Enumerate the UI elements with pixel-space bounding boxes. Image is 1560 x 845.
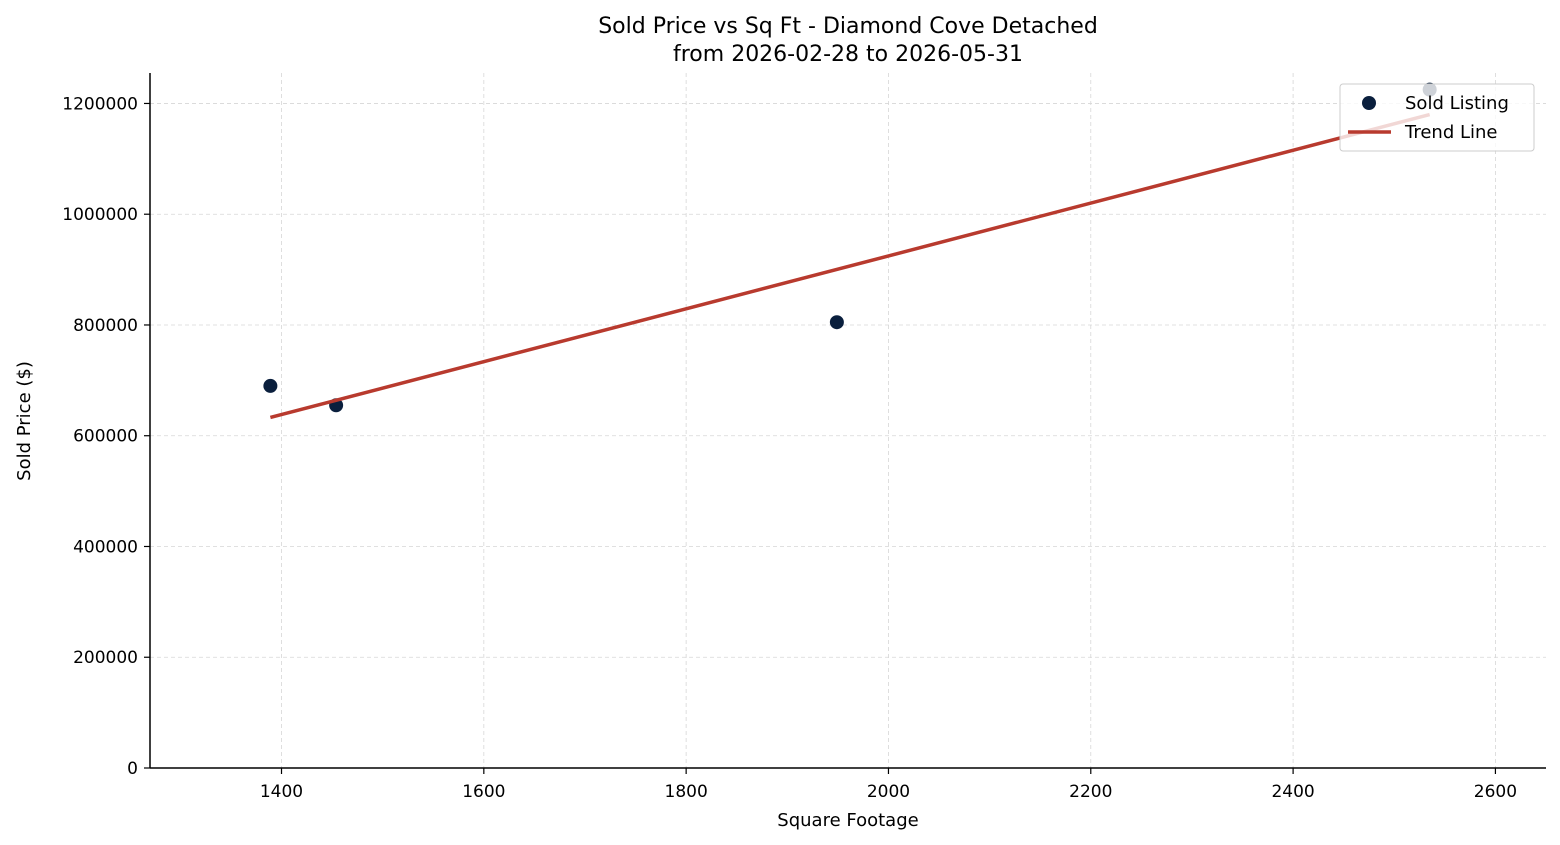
- x-tick-label: 2200: [1069, 782, 1112, 802]
- legend-marker-sold-listing: [1362, 96, 1376, 110]
- x-tick-label: 1600: [462, 782, 505, 802]
- x-tick-label: 2000: [867, 782, 910, 802]
- y-axis-label: Sold Price ($): [14, 361, 35, 481]
- grid: [150, 73, 1546, 769]
- y-tick-label: 1000000: [62, 205, 138, 225]
- x-tick-label: 2600: [1474, 782, 1517, 802]
- y-tick-label: 800000: [73, 316, 138, 336]
- legend-label-sold-listing: Sold Listing: [1405, 93, 1509, 114]
- y-tick-label: 1200000: [62, 94, 138, 114]
- legend-box: [1339, 83, 1535, 152]
- y-tick-label: 400000: [73, 537, 138, 557]
- legend-label-trend-line: Trend Line: [1404, 122, 1498, 143]
- trend-line: [269, 112, 1431, 420]
- x-axis-label: Square Footage: [777, 810, 918, 831]
- chart-title-line-1: Sold Price vs Sq Ft - Diamond Cove Detac…: [598, 14, 1098, 39]
- y-axis-ticks: 0 200000 400000 600000 800000 1000000 1200000: [62, 94, 150, 779]
- legend: Sold Listing Trend Line: [1339, 83, 1535, 152]
- x-tick-label: 1800: [665, 782, 708, 802]
- y-tick-label: 600000: [73, 427, 138, 447]
- y-tick-label: 0: [127, 759, 138, 779]
- y-tick-label: 200000: [73, 648, 138, 668]
- series-layer: [263, 82, 1437, 420]
- x-tick-label: 2400: [1271, 782, 1314, 802]
- x-axis-ticks: 1400 1600 1800 2000 2200 2400 2600: [260, 768, 1517, 802]
- x-tick-label: 1400: [260, 782, 303, 802]
- chart-title-line-2: from 2026-02-28 to 2026-05-31: [673, 42, 1023, 67]
- sold-listing-point: [263, 378, 278, 393]
- sold-listing-point: [829, 315, 844, 330]
